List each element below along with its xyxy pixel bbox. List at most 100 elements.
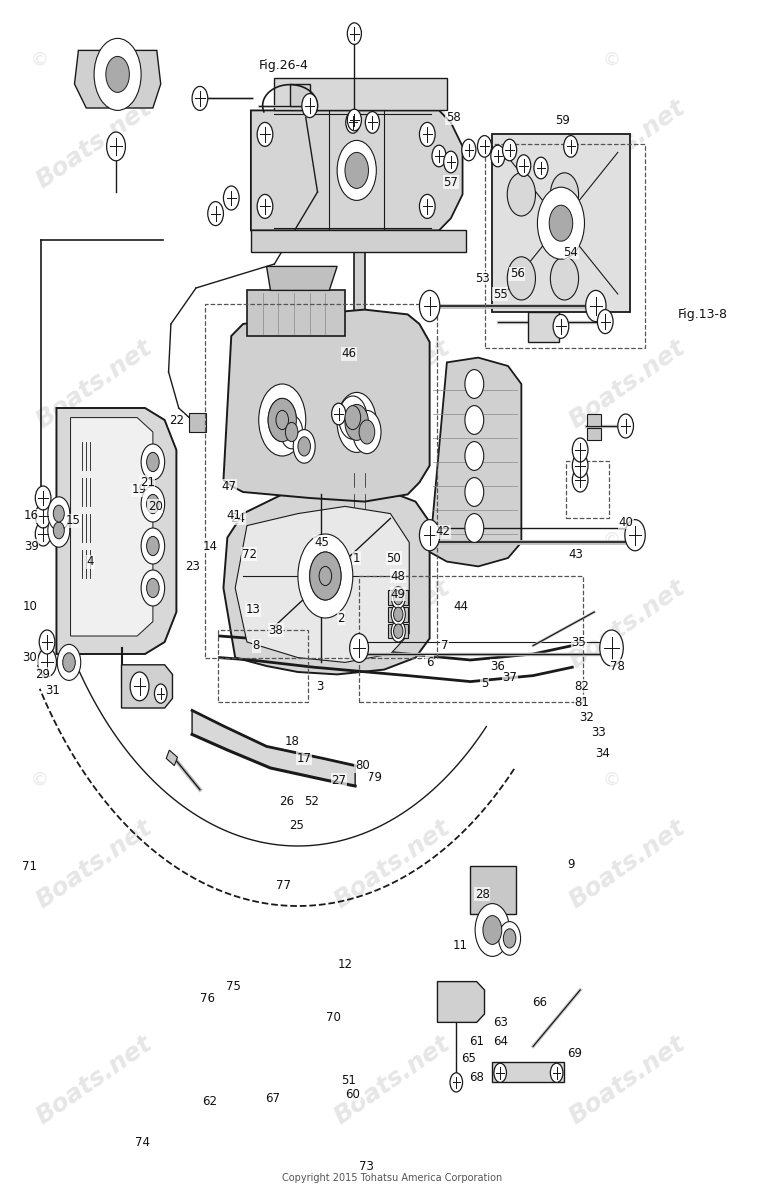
- Text: 1: 1: [353, 552, 361, 564]
- Text: 35: 35: [572, 636, 586, 648]
- Text: 69: 69: [567, 1048, 583, 1060]
- Circle shape: [141, 528, 165, 564]
- Text: 63: 63: [493, 1016, 507, 1028]
- Text: 53: 53: [475, 272, 489, 284]
- Text: Boats.net: Boats.net: [564, 1031, 690, 1129]
- Text: 57: 57: [444, 176, 458, 188]
- Circle shape: [503, 929, 516, 948]
- Text: 65: 65: [462, 1052, 476, 1064]
- Text: 33: 33: [591, 726, 605, 738]
- Text: Boats.net: Boats.net: [31, 575, 157, 673]
- Text: 68: 68: [470, 1072, 484, 1084]
- Text: 36: 36: [491, 660, 505, 672]
- Circle shape: [499, 922, 521, 955]
- Circle shape: [419, 122, 435, 146]
- Text: 18: 18: [285, 736, 299, 748]
- Text: 40: 40: [619, 516, 633, 528]
- Circle shape: [285, 422, 298, 442]
- Text: Boats.net: Boats.net: [564, 815, 690, 913]
- Circle shape: [465, 406, 484, 434]
- Circle shape: [391, 604, 405, 625]
- Bar: [359, 576, 583, 702]
- Circle shape: [359, 420, 375, 444]
- Circle shape: [332, 403, 346, 425]
- Text: 6: 6: [426, 656, 434, 668]
- Bar: [566, 461, 609, 518]
- Text: 51: 51: [342, 1074, 356, 1086]
- Text: 56: 56: [510, 268, 524, 280]
- Circle shape: [94, 38, 141, 110]
- Circle shape: [572, 454, 588, 478]
- Polygon shape: [223, 310, 430, 502]
- Text: Boats.net: Boats.net: [329, 815, 455, 913]
- Text: 49: 49: [390, 588, 406, 600]
- Polygon shape: [470, 866, 516, 914]
- Text: 27: 27: [331, 774, 347, 786]
- Text: 9: 9: [567, 858, 575, 870]
- Circle shape: [147, 452, 159, 472]
- Bar: [218, 630, 308, 702]
- Circle shape: [625, 520, 645, 551]
- Text: 17: 17: [296, 752, 312, 764]
- Circle shape: [337, 140, 376, 200]
- Polygon shape: [235, 506, 409, 662]
- Polygon shape: [122, 665, 172, 708]
- Text: 30: 30: [23, 652, 37, 664]
- Circle shape: [465, 442, 484, 470]
- Text: 14: 14: [202, 540, 218, 552]
- Circle shape: [106, 56, 129, 92]
- Bar: [189, 413, 206, 432]
- Text: 50: 50: [387, 552, 401, 564]
- Text: Fig.26-4: Fig.26-4: [259, 60, 309, 72]
- Polygon shape: [492, 1062, 564, 1082]
- Text: 12: 12: [337, 959, 353, 971]
- Circle shape: [391, 587, 405, 608]
- Text: 62: 62: [202, 1096, 218, 1108]
- Circle shape: [394, 607, 403, 622]
- Text: 5: 5: [481, 678, 488, 690]
- Circle shape: [35, 504, 51, 528]
- Text: 78: 78: [611, 660, 625, 672]
- Polygon shape: [290, 84, 310, 106]
- Circle shape: [147, 494, 159, 514]
- Circle shape: [319, 566, 332, 586]
- Text: 46: 46: [341, 348, 357, 360]
- Text: 28: 28: [475, 888, 489, 900]
- Text: 70: 70: [326, 1012, 340, 1024]
- Text: 2: 2: [337, 612, 345, 624]
- Text: 38: 38: [269, 624, 283, 636]
- Circle shape: [618, 414, 633, 438]
- Text: 3: 3: [316, 680, 324, 692]
- Circle shape: [507, 173, 535, 216]
- Bar: [205, 304, 437, 658]
- Text: 19: 19: [132, 484, 147, 496]
- Text: 25: 25: [289, 820, 303, 832]
- Circle shape: [107, 132, 125, 161]
- Text: Boats.net: Boats.net: [31, 335, 157, 433]
- Text: Boats.net: Boats.net: [31, 815, 157, 913]
- Text: ©: ©: [31, 770, 48, 790]
- Circle shape: [394, 624, 403, 638]
- Text: 48: 48: [391, 570, 405, 582]
- Text: Boats.net: Boats.net: [31, 95, 157, 193]
- Circle shape: [257, 194, 273, 218]
- Bar: [485, 144, 645, 348]
- Text: ©: ©: [603, 530, 620, 550]
- Text: 44: 44: [453, 600, 469, 612]
- Circle shape: [550, 257, 579, 300]
- Text: 34: 34: [595, 748, 609, 760]
- Text: 22: 22: [169, 414, 184, 426]
- Polygon shape: [251, 110, 463, 230]
- Circle shape: [337, 392, 376, 452]
- Circle shape: [465, 478, 484, 506]
- Circle shape: [35, 522, 51, 546]
- Circle shape: [257, 122, 273, 146]
- Circle shape: [477, 136, 492, 157]
- Circle shape: [35, 486, 51, 510]
- Circle shape: [391, 620, 405, 642]
- Circle shape: [347, 109, 361, 131]
- Text: 41: 41: [226, 510, 241, 522]
- Circle shape: [353, 410, 381, 454]
- Polygon shape: [267, 266, 337, 290]
- Circle shape: [553, 314, 569, 338]
